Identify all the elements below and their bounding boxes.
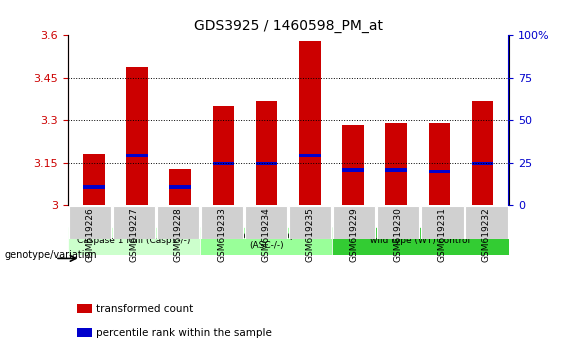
Text: GSM619227: GSM619227: [129, 207, 138, 262]
Text: GSM619234: GSM619234: [262, 207, 271, 262]
Bar: [472, 162, 493, 165]
Bar: [256, 162, 277, 165]
Bar: [83, 185, 105, 189]
Text: GSM619229: GSM619229: [350, 207, 359, 262]
Bar: [385, 168, 407, 172]
Bar: [342, 125, 364, 205]
FancyBboxPatch shape: [200, 227, 332, 255]
Bar: [77, 328, 92, 337]
Bar: [212, 106, 234, 205]
Bar: [77, 304, 92, 314]
Bar: [472, 101, 493, 205]
Text: GSM619226: GSM619226: [85, 207, 94, 262]
FancyBboxPatch shape: [201, 206, 243, 239]
Title: GDS3925 / 1460598_PM_at: GDS3925 / 1460598_PM_at: [194, 19, 383, 33]
Text: GSM619232: GSM619232: [482, 207, 491, 262]
FancyBboxPatch shape: [68, 227, 200, 255]
Bar: [170, 185, 191, 189]
Text: GSM619233: GSM619233: [218, 207, 227, 262]
Bar: [299, 41, 320, 205]
Text: Caspase 1 null (Casp1-/-): Caspase 1 null (Casp1-/-): [77, 236, 190, 245]
Text: percentile rank within the sample: percentile rank within the sample: [97, 327, 272, 338]
FancyBboxPatch shape: [466, 206, 507, 239]
Text: GSM619231: GSM619231: [438, 207, 447, 262]
FancyBboxPatch shape: [377, 206, 419, 239]
Text: wild type (WT) control: wild type (WT) control: [370, 236, 471, 245]
Text: genotype/variation: genotype/variation: [5, 250, 97, 260]
FancyBboxPatch shape: [113, 206, 155, 239]
FancyBboxPatch shape: [245, 206, 287, 239]
Bar: [126, 154, 147, 158]
Text: inflammasome adapter null
(ASC-/-): inflammasome adapter null (ASC-/-): [203, 231, 329, 250]
Bar: [256, 101, 277, 205]
Text: GSM619228: GSM619228: [173, 207, 182, 262]
FancyBboxPatch shape: [157, 206, 199, 239]
FancyBboxPatch shape: [332, 227, 508, 255]
Bar: [170, 169, 191, 205]
Bar: [126, 67, 147, 205]
Bar: [429, 170, 450, 173]
Bar: [385, 123, 407, 205]
FancyBboxPatch shape: [69, 206, 111, 239]
Bar: [299, 154, 320, 158]
Text: transformed count: transformed count: [97, 304, 194, 314]
Bar: [429, 123, 450, 205]
FancyBboxPatch shape: [289, 206, 331, 239]
Text: GSM619230: GSM619230: [394, 207, 403, 262]
Bar: [83, 154, 105, 205]
Bar: [212, 162, 234, 165]
Text: GSM619235: GSM619235: [306, 207, 315, 262]
FancyBboxPatch shape: [333, 206, 375, 239]
FancyBboxPatch shape: [421, 206, 463, 239]
Bar: [342, 168, 364, 172]
